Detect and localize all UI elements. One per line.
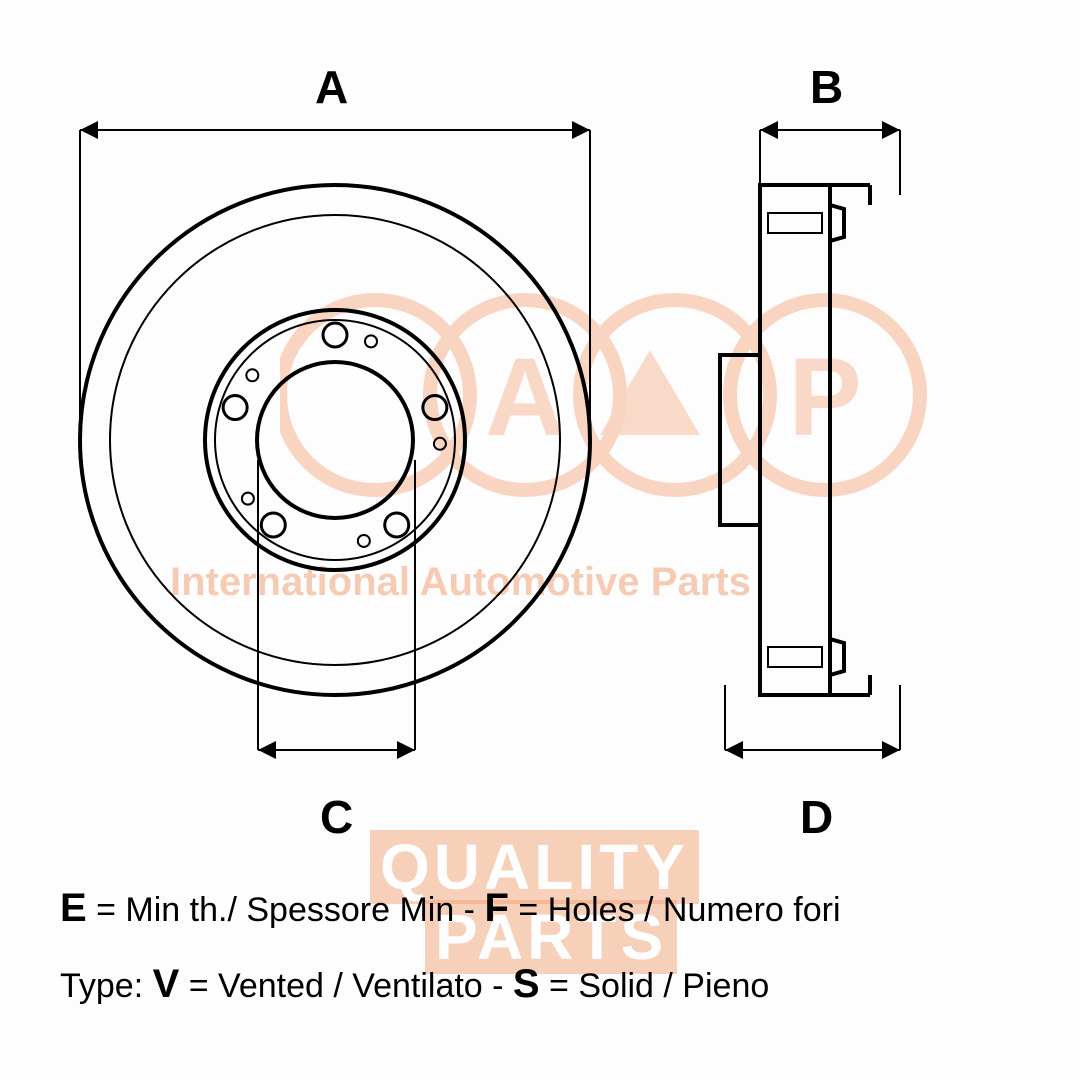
- legend-f: F: [484, 886, 508, 930]
- legend-e-desc: = Min th./ Spessore Min -: [87, 891, 485, 929]
- diagram-canvas: A P International Automotive Parts QUALI…: [0, 0, 1080, 1080]
- legend-s-desc: = Solid / Pieno: [540, 967, 770, 1005]
- label-c: C: [320, 790, 353, 844]
- label-a: A: [315, 60, 348, 114]
- legend: E = Min th./ Spessore Min - F = Holes / …: [60, 870, 841, 1022]
- legend-e: E: [60, 886, 87, 930]
- label-b: B: [810, 60, 843, 114]
- legend-line-1: E = Min th./ Spessore Min - F = Holes / …: [60, 870, 841, 946]
- legend-v: V: [153, 962, 180, 1006]
- legend-v-desc: = Vented / Ventilato -: [179, 967, 513, 1005]
- legend-f-desc: = Holes / Numero fori: [509, 891, 841, 929]
- label-d: D: [800, 790, 833, 844]
- legend-type: Type:: [60, 967, 153, 1005]
- legend-line-2: Type: V = Vented / Ventilato - S = Solid…: [60, 946, 841, 1022]
- legend-s: S: [513, 962, 540, 1006]
